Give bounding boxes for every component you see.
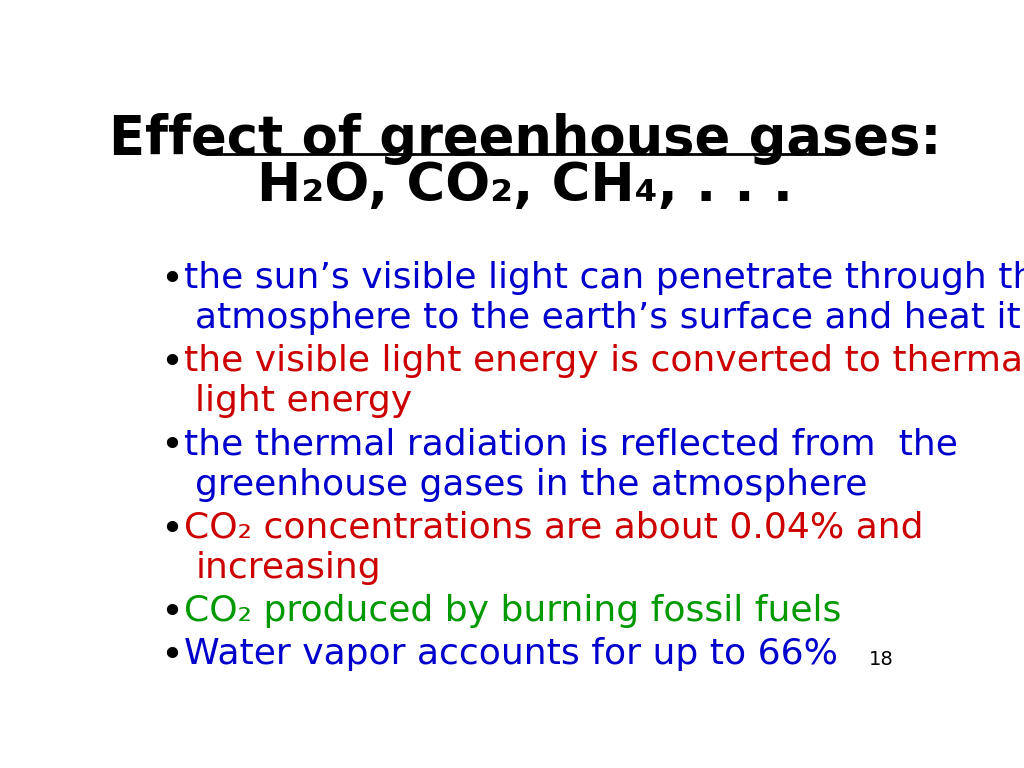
Text: light energy: light energy bbox=[196, 384, 413, 419]
Text: •: • bbox=[160, 344, 182, 382]
Text: increasing: increasing bbox=[196, 551, 381, 585]
Text: Effect of greenhouse gases:: Effect of greenhouse gases: bbox=[109, 113, 941, 165]
Text: •: • bbox=[160, 260, 182, 299]
Text: •: • bbox=[160, 637, 182, 675]
Text: 18: 18 bbox=[869, 650, 894, 669]
Text: •: • bbox=[160, 511, 182, 549]
Text: atmosphere to the earth’s surface and heat it: atmosphere to the earth’s surface and he… bbox=[196, 301, 1021, 335]
Text: Water vapor accounts for up to 66%: Water vapor accounts for up to 66% bbox=[183, 637, 838, 671]
Text: H₂O, CO₂, CH₄, . . .: H₂O, CO₂, CH₄, . . . bbox=[257, 161, 793, 212]
Text: •: • bbox=[160, 428, 182, 465]
Text: CO₂ produced by burning fossil fuels: CO₂ produced by burning fossil fuels bbox=[183, 594, 841, 628]
Text: CO₂ concentrations are about 0.04% and: CO₂ concentrations are about 0.04% and bbox=[183, 511, 923, 545]
Text: the thermal radiation is reflected from  the: the thermal radiation is reflected from … bbox=[183, 428, 957, 462]
Text: the visible light energy is converted to thermal: the visible light energy is converted to… bbox=[183, 344, 1024, 378]
Text: the sun’s visible light can penetrate through the: the sun’s visible light can penetrate th… bbox=[183, 260, 1024, 295]
Text: greenhouse gases in the atmosphere: greenhouse gases in the atmosphere bbox=[196, 468, 867, 502]
Text: •: • bbox=[160, 594, 182, 632]
